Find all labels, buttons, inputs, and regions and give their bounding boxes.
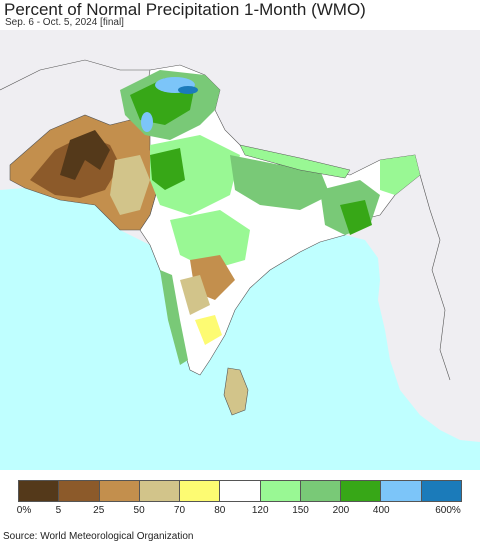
map-subtitle: Sep. 6 - Oct. 5, 2024 [final]: [5, 17, 124, 28]
legend-label: 80: [214, 505, 226, 516]
legend-label: 70: [173, 505, 186, 516]
legend-swatch: [180, 481, 221, 501]
legend-label: 600%: [435, 505, 461, 516]
northwest-border-line: [0, 59, 150, 91]
east-border-line: [419, 174, 451, 381]
legend-swatch: [139, 481, 181, 501]
ocean: [0, 188, 480, 470]
precipitation-map: [0, 30, 480, 470]
legend-label: 5: [55, 505, 62, 516]
deccan-mild-dry: [180, 275, 210, 315]
legend-swatch: [19, 481, 60, 501]
legend-swatch: [260, 481, 301, 501]
legend-swatch: [99, 481, 140, 501]
dry-west: [110, 155, 150, 215]
legend-labels: 0% 5 25 50 70 80 120 150 200 400 600%: [16, 505, 462, 519]
extreme-dry-core: [60, 130, 110, 180]
legend-label: 200: [332, 505, 350, 516]
rajasthan-very-wet: [150, 148, 185, 190]
legend-label: 150: [292, 505, 309, 516]
west-coast-wet: [160, 270, 188, 365]
legend-label: 400: [372, 505, 390, 516]
north-extreme-wet-core: [178, 86, 198, 94]
legend-label: 120: [251, 505, 269, 516]
legend-label: 50: [133, 505, 145, 516]
map-title: Percent of Normal Precipitation 1-Month …: [4, 0, 366, 19]
legend-swatch: [59, 481, 100, 501]
legend-label: 25: [93, 505, 105, 516]
nepal-bhutan-band: [239, 144, 351, 179]
legend-label: 0%: [16, 505, 32, 516]
sri-lanka: [223, 367, 249, 416]
northeast-wet: [380, 155, 420, 195]
legend-swatch: [220, 481, 261, 501]
legend-swatch: [381, 481, 422, 501]
central-wet-patch: [170, 210, 250, 270]
legend-swatch: [341, 481, 382, 501]
bangladesh-very-wet: [340, 200, 372, 235]
legend-color-bar: [18, 480, 462, 502]
deccan-near-dry: [195, 315, 222, 345]
legend-swatch: [300, 481, 342, 501]
punjab-wet-spot: [141, 112, 153, 132]
legend-swatch: [421, 481, 461, 501]
source-credit: Source: World Meteorological Organizatio…: [3, 531, 194, 542]
